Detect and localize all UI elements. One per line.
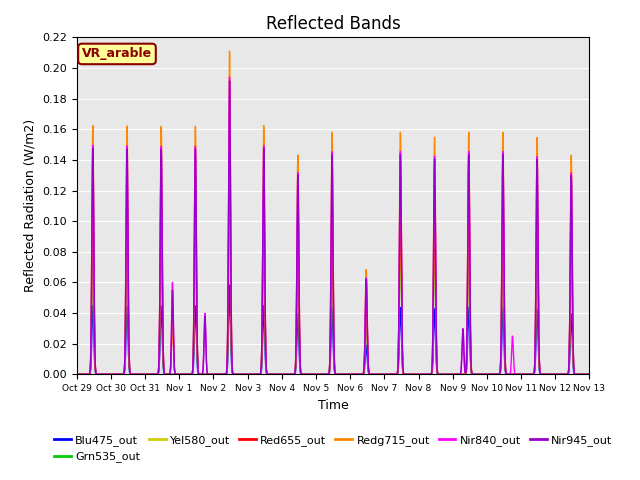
Nir840_out: [555, 372, 563, 377]
Yel580_out: [482, 372, 490, 377]
Nir840_out: [73, 372, 81, 377]
Nir840_out: [226, 74, 234, 80]
Nir945_out: [555, 372, 563, 377]
Title: Reflected Bands: Reflected Bands: [266, 15, 401, 33]
Nir945_out: [586, 372, 593, 377]
Red655_out: [540, 372, 548, 377]
Blu475_out: [359, 372, 367, 377]
Grn535_out: [216, 372, 223, 377]
Blu475_out: [216, 372, 223, 377]
Grn535_out: [226, 183, 234, 189]
Red655_out: [73, 372, 81, 377]
Legend: Blu475_out, Grn535_out, Yel580_out, Red655_out, Redg715_out, Nir840_out, Nir945_: Blu475_out, Grn535_out, Yel580_out, Red6…: [49, 431, 617, 467]
Yel580_out: [216, 372, 223, 377]
Grn535_out: [540, 372, 548, 377]
Line: Red655_out: Red655_out: [77, 136, 589, 374]
Nir840_out: [482, 372, 490, 377]
Redg715_out: [359, 372, 367, 377]
Yel580_out: [226, 173, 234, 179]
Nir840_out: [359, 372, 367, 377]
Redg715_out: [216, 372, 223, 377]
Red655_out: [348, 372, 356, 377]
Grn535_out: [73, 372, 81, 377]
Nir945_out: [359, 372, 367, 377]
Line: Blu475_out: Blu475_out: [77, 285, 589, 374]
Y-axis label: Reflected Radiation (W/m2): Reflected Radiation (W/m2): [24, 120, 36, 292]
Redg715_out: [482, 372, 490, 377]
Nir840_out: [348, 372, 356, 377]
Blu475_out: [226, 282, 234, 288]
Blu475_out: [73, 372, 81, 377]
Yel580_out: [348, 372, 356, 377]
Red655_out: [586, 372, 593, 377]
Nir840_out: [216, 372, 223, 377]
Line: Grn535_out: Grn535_out: [77, 186, 589, 374]
Grn535_out: [348, 372, 356, 377]
Nir840_out: [586, 372, 593, 377]
Nir840_out: [540, 372, 548, 377]
Red655_out: [216, 372, 223, 377]
Red655_out: [359, 372, 367, 377]
Line: Nir840_out: Nir840_out: [77, 77, 589, 374]
Nir945_out: [540, 372, 548, 377]
Yel580_out: [540, 372, 548, 377]
Nir945_out: [73, 372, 81, 377]
Yel580_out: [359, 372, 367, 377]
Grn535_out: [482, 372, 490, 377]
X-axis label: Time: Time: [317, 399, 348, 412]
Text: VR_arable: VR_arable: [82, 48, 152, 60]
Blu475_out: [555, 372, 563, 377]
Nir945_out: [348, 372, 356, 377]
Red655_out: [226, 133, 234, 139]
Redg715_out: [540, 372, 548, 377]
Line: Yel580_out: Yel580_out: [77, 176, 589, 374]
Grn535_out: [586, 372, 593, 377]
Blu475_out: [348, 372, 356, 377]
Redg715_out: [348, 372, 356, 377]
Red655_out: [555, 372, 563, 377]
Blu475_out: [586, 372, 593, 377]
Grn535_out: [555, 372, 563, 377]
Blu475_out: [482, 372, 490, 377]
Redg715_out: [226, 48, 234, 54]
Redg715_out: [73, 372, 81, 377]
Redg715_out: [555, 372, 563, 377]
Blu475_out: [540, 372, 548, 377]
Yel580_out: [73, 372, 81, 377]
Grn535_out: [359, 372, 367, 377]
Nir945_out: [216, 372, 223, 377]
Red655_out: [482, 372, 490, 377]
Nir945_out: [482, 372, 490, 377]
Yel580_out: [586, 372, 593, 377]
Nir945_out: [226, 78, 234, 84]
Yel580_out: [555, 372, 563, 377]
Line: Nir945_out: Nir945_out: [77, 81, 589, 374]
Line: Redg715_out: Redg715_out: [77, 51, 589, 374]
Redg715_out: [586, 372, 593, 377]
